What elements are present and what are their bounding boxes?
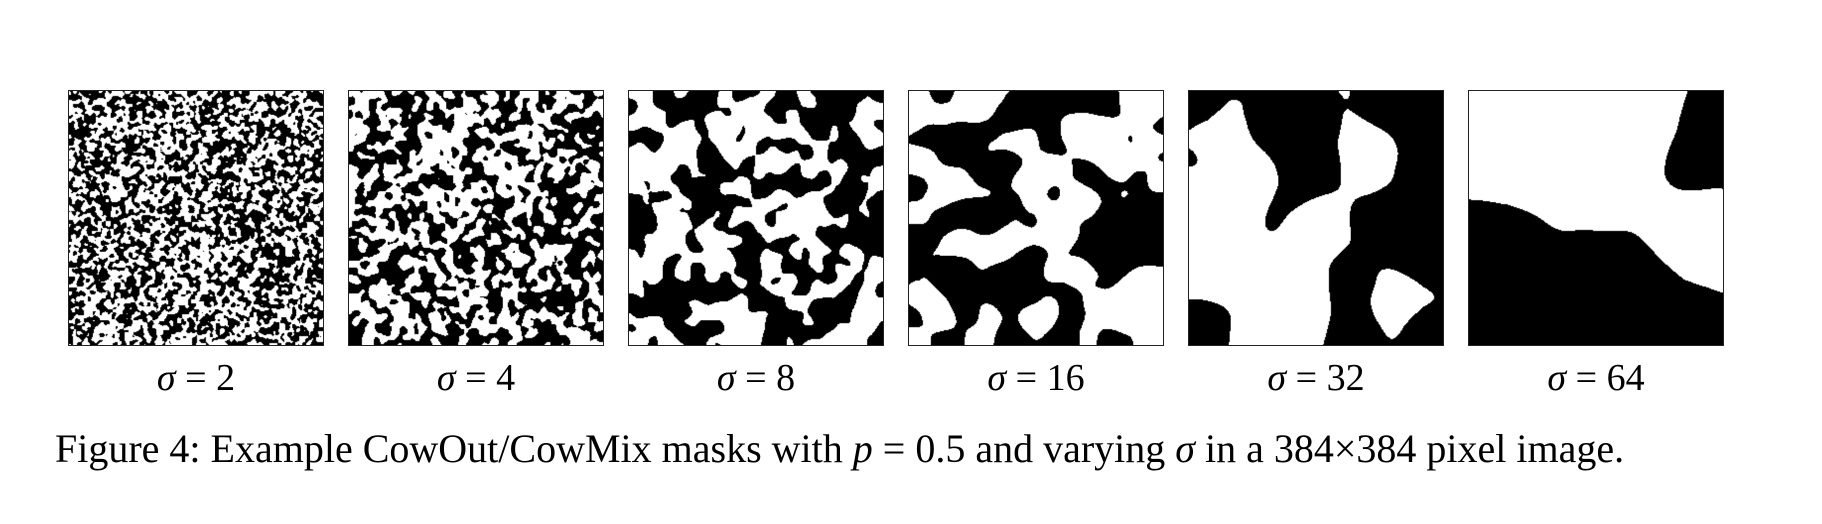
mask-image bbox=[909, 91, 1163, 345]
panel-label: σ = 2 bbox=[156, 357, 236, 399]
mask-image bbox=[1469, 91, 1723, 345]
panel-label: σ = 16 bbox=[987, 357, 1085, 399]
figure-caption: Figure 4: Example CowOut/CowMix masks wi… bbox=[55, 426, 1625, 471]
panel-label: σ = 32 bbox=[1267, 357, 1365, 399]
panel-label: σ = 64 bbox=[1547, 357, 1645, 399]
mask-panel-sigma-4 bbox=[348, 90, 604, 346]
mask-panel-sigma-2 bbox=[68, 90, 324, 346]
mask-panel-sigma-64 bbox=[1468, 90, 1724, 346]
mask-panel-sigma-16 bbox=[908, 90, 1164, 346]
panel-label: σ = 4 bbox=[436, 357, 516, 399]
mask-image bbox=[349, 91, 603, 345]
mask-panel-sigma-8 bbox=[628, 90, 884, 346]
panel-label: σ = 8 bbox=[716, 357, 796, 399]
mask-image bbox=[629, 91, 883, 345]
mask-panel-sigma-32 bbox=[1188, 90, 1444, 346]
mask-image bbox=[69, 91, 323, 345]
mask-image bbox=[1189, 91, 1443, 345]
